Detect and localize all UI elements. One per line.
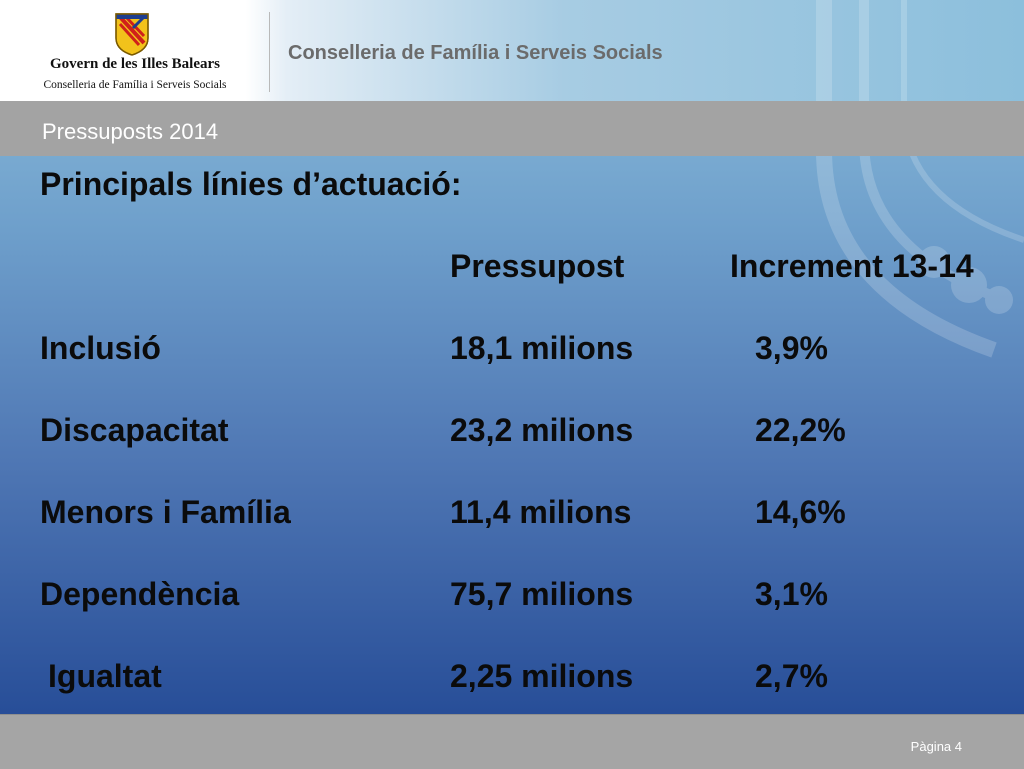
row-increment: 22,2% <box>755 412 846 448</box>
row-budget: 75,7 milions <box>450 576 634 612</box>
row-budget: 11,4 milions <box>450 494 632 530</box>
column-header-budget: Pressupost <box>450 248 625 284</box>
subtitle-text: Pressuposts 2014 <box>42 119 219 144</box>
header: Govern de les Illes Balears Conselleria … <box>0 0 1024 358</box>
row-label: Discapacitat <box>40 412 229 448</box>
column-header-increment: Increment 13-14 <box>730 248 974 284</box>
row-increment: 2,7% <box>755 658 828 694</box>
footer-bar: Pàgina 4 <box>0 714 1024 769</box>
org-name: Govern de les Illes Balears <box>50 56 220 72</box>
row-label: Igualtat <box>48 658 162 694</box>
page-number: Pàgina 4 <box>910 739 962 754</box>
slide-heading: Principals línies d’actuació: <box>40 166 462 202</box>
row-budget: 23,2 milions <box>450 412 634 448</box>
row-increment: 3,1% <box>755 576 828 612</box>
logo: Govern de les Illes Balears Conselleria … <box>0 0 270 101</box>
row-increment: 14,6% <box>755 494 846 530</box>
row-label: Menors i Família <box>40 494 291 530</box>
row-budget: 2,25 milions <box>450 658 634 694</box>
header-divider <box>269 12 270 92</box>
row-budget: 18,1 milions <box>450 330 634 366</box>
subtitle-bar: Pressuposts 2014 <box>0 101 1024 156</box>
department-title: Conselleria de Família i Serveis Socials <box>288 42 663 64</box>
coat-of-arms-icon <box>115 13 149 56</box>
row-label: Dependència <box>40 576 240 612</box>
row-increment: 3,9% <box>755 330 828 366</box>
decorative-emblem-icon <box>816 0 1024 358</box>
org-subtitle: Conselleria de Família i Serveis Socials <box>43 79 227 91</box>
row-label: Inclusió <box>40 330 161 366</box>
